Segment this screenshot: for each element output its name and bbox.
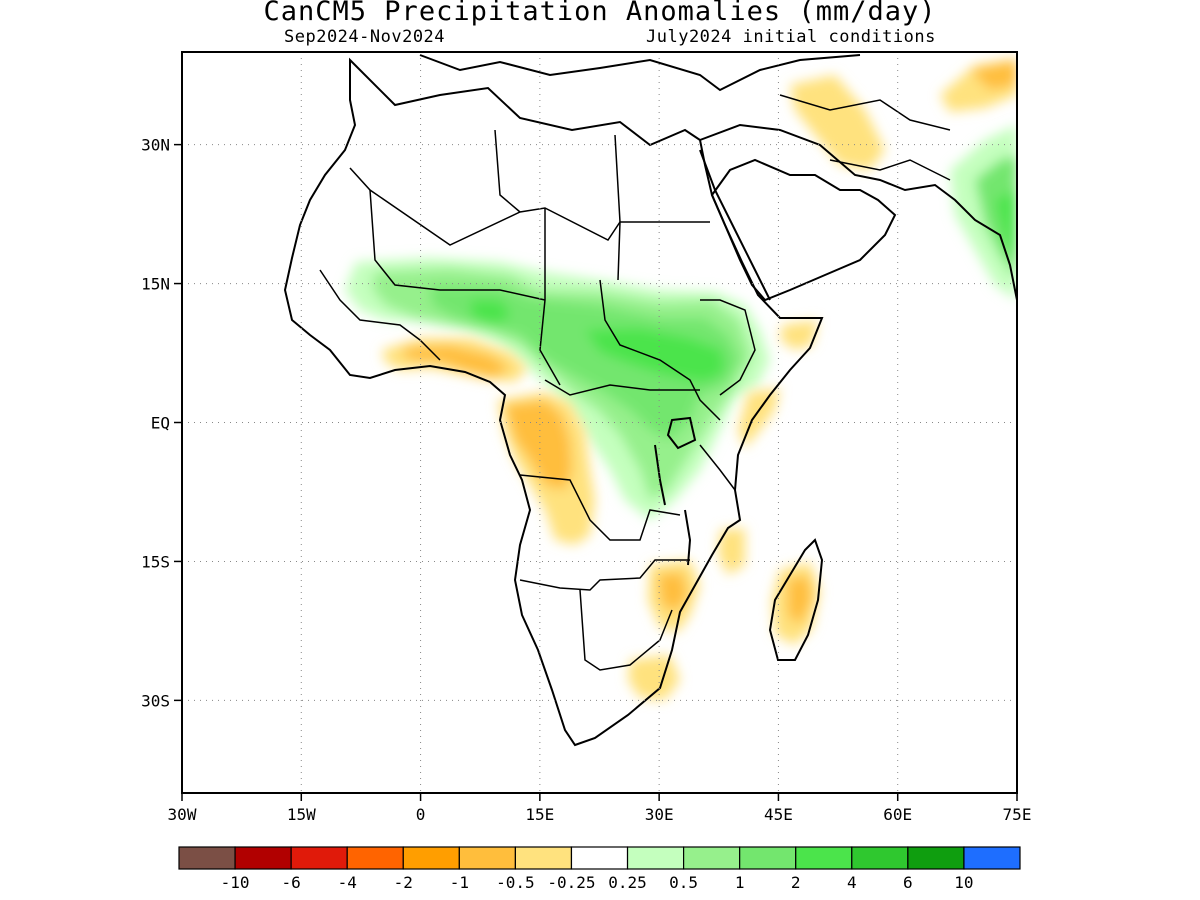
lon-tick-label: 15W xyxy=(287,805,316,824)
colorbar-swatch xyxy=(626,846,685,870)
colorbar-label: 10 xyxy=(954,873,973,892)
colorbar-swatch xyxy=(739,846,797,870)
border-line xyxy=(579,589,673,671)
colorbar-swatch xyxy=(682,846,741,870)
border-line xyxy=(494,129,521,213)
figure-title: CanCM5 Precipitation Anomalies (mm/day) xyxy=(263,0,937,27)
lon-tick-label: 75E xyxy=(1003,805,1032,824)
lon-tick-label: 60E xyxy=(883,805,912,824)
colorbar-swatch xyxy=(234,846,292,870)
border-line xyxy=(349,167,710,246)
lon-tick-label: 30W xyxy=(168,805,197,824)
colorbar-label: -4 xyxy=(338,873,357,892)
forecast-period: Sep2024-Nov2024 xyxy=(284,27,446,47)
dry-anomaly-east-africa xyxy=(738,320,818,448)
colorbar-label: 0.25 xyxy=(608,873,647,892)
madagascar-coastline xyxy=(768,538,824,661)
dry-anomaly-southern-africa xyxy=(628,528,745,700)
colorbar-label: 1 xyxy=(735,873,745,892)
arabian-peninsula-coastline xyxy=(710,158,897,302)
lon-tick-label: 45E xyxy=(764,805,793,824)
colorbar-label: -0.25 xyxy=(547,873,595,892)
border-line xyxy=(700,299,756,396)
lake-tanganyika xyxy=(654,444,666,506)
dry-anomaly-madagascar xyxy=(772,562,820,645)
colorbar-swatch xyxy=(851,846,909,870)
colorbar: -10 -6 -4 -2 -1 -0.5 -0.25 0.25 0.5 1 2 4 6 10 xyxy=(178,846,1021,892)
initial-conditions-note: July2024 initial conditions xyxy=(646,27,936,47)
border-line xyxy=(829,159,951,181)
border-line xyxy=(319,269,441,361)
border-line xyxy=(699,444,736,491)
dry-anomaly-gabon-congo xyxy=(498,392,595,545)
wet-anomaly-arabian-sea xyxy=(950,125,1017,300)
mediterranean-north-coast xyxy=(419,54,861,92)
colorbar-label: -6 xyxy=(282,873,301,892)
border-line xyxy=(544,379,700,396)
colorbar-label: 0.5 xyxy=(669,873,698,892)
africa-coastline xyxy=(283,57,824,747)
colorbar-label: -2 xyxy=(394,873,413,892)
lat-tick-label: EQ xyxy=(151,414,170,433)
colorbar-label: -10 xyxy=(221,873,250,892)
colorbar-label: 4 xyxy=(847,873,857,892)
colorbar-label: -1 xyxy=(450,873,469,892)
border-line xyxy=(519,559,690,591)
colorbar-swatch xyxy=(514,846,573,870)
anomaly-field xyxy=(345,58,1017,700)
colorbar-label: -0.5 xyxy=(496,873,535,892)
colorbar-swatch xyxy=(402,846,460,870)
lat-tick-label: 15N xyxy=(141,275,170,294)
border-line xyxy=(599,279,721,421)
colorbar-swatch xyxy=(178,846,236,870)
lat-tick-label: 15S xyxy=(141,552,170,571)
lon-tick-label: 15E xyxy=(525,805,554,824)
colorbar-swatch xyxy=(907,846,965,870)
border-line xyxy=(614,134,621,281)
lake-victoria xyxy=(666,416,697,450)
lat-tick-label: 30N xyxy=(141,136,170,155)
eurasia-coastline xyxy=(699,123,1017,301)
coastlines xyxy=(283,54,1017,747)
lon-tick-label: 30E xyxy=(645,805,674,824)
border-line xyxy=(539,208,561,386)
country-borders xyxy=(319,94,951,671)
dry-anomaly-middle-east xyxy=(790,58,1017,170)
wet-anomaly-sahel xyxy=(345,258,770,520)
colorbar-swatch xyxy=(458,846,517,870)
colorbar-swatch xyxy=(570,846,629,870)
colorbar-swatch xyxy=(346,846,404,870)
axes: 30W 15W 0 15E 30E 45E 60E 75E 30N 15N EQ 15S 30S xyxy=(141,136,1031,824)
border-line xyxy=(519,474,681,541)
lat-tick-label: 30S xyxy=(141,691,170,710)
border-line xyxy=(369,189,546,301)
colorbar-swatch xyxy=(795,846,853,870)
border-line xyxy=(779,94,951,131)
lake-malawi xyxy=(684,509,692,566)
colorbar-label: 6 xyxy=(903,873,913,892)
colorbar-swatch xyxy=(290,846,348,870)
colorbar-swatch xyxy=(963,846,1021,870)
dry-anomaly-west-africa xyxy=(382,338,528,382)
colorbar-label: 2 xyxy=(791,873,801,892)
lon-tick-label: 0 xyxy=(416,805,426,824)
red-sea xyxy=(699,149,771,301)
